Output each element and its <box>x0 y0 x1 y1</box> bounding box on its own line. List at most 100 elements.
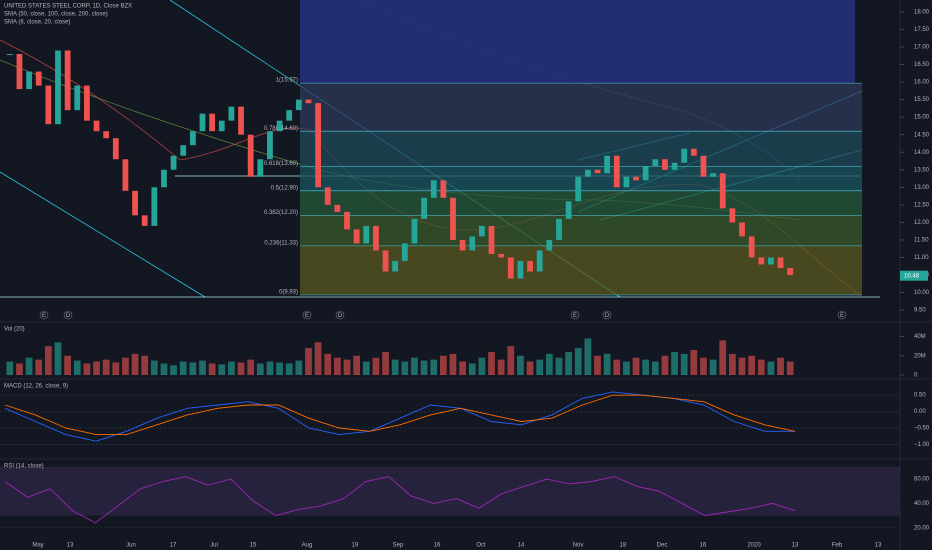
volume-bar <box>468 363 476 375</box>
volume-bar <box>64 355 71 375</box>
candle-body <box>16 54 23 90</box>
volume-bar <box>122 357 129 375</box>
candle-body <box>584 169 591 177</box>
candle-body <box>536 250 543 272</box>
volume-bar <box>584 338 592 375</box>
y-tick-label: 15.00 <box>914 115 930 121</box>
candle-body <box>170 155 177 170</box>
volume-bar <box>767 361 775 375</box>
candle-body <box>267 131 273 160</box>
candle-body <box>64 50 71 111</box>
y-tick-label: 13.50 <box>914 167 930 173</box>
volume-bar <box>141 355 149 375</box>
volume-bar <box>170 365 177 375</box>
candle-body <box>671 162 678 170</box>
y-tick-label: 60.00 <box>914 477 930 483</box>
y-tick-label: 16.50 <box>914 62 930 68</box>
candle-body <box>84 85 90 121</box>
candle-body <box>758 257 765 265</box>
event-marker <box>302 310 312 320</box>
volume-bar <box>574 348 582 375</box>
x-tick-label: Jun <box>126 543 136 549</box>
y-tick-label: 14.00 <box>914 150 930 156</box>
y-tick-label: 18.00 <box>914 10 930 16</box>
x-tick-label: 16 <box>700 543 707 549</box>
candle-body <box>613 155 620 188</box>
fib-label: 0.5(12.90) <box>271 185 298 191</box>
pane-label: RSI (14, close) <box>4 464 44 470</box>
x-tick-label: 13 <box>67 543 74 549</box>
volume-bar <box>6 361 14 375</box>
x-tick-label: May <box>32 543 43 549</box>
candle-body <box>238 106 244 135</box>
volume-bar <box>54 342 62 375</box>
volume-bar <box>680 353 688 375</box>
volume-bar <box>497 359 505 375</box>
candle-body <box>498 253 505 258</box>
volume-bar <box>748 355 756 375</box>
volume-bar <box>102 359 110 375</box>
volume-bar <box>430 359 438 375</box>
volume-bar <box>545 353 553 375</box>
candle-body <box>719 173 726 209</box>
indicator-line <box>4 476 796 524</box>
candle-body <box>209 113 216 132</box>
candle-body <box>103 131 110 139</box>
volume-bar <box>189 362 197 375</box>
x-tick-label: 13 <box>875 543 882 549</box>
candle-body <box>247 134 254 177</box>
event-label: D <box>338 313 343 319</box>
volume-bar <box>420 360 428 375</box>
volume-bar <box>16 363 23 375</box>
volume-bar <box>73 360 81 375</box>
volume-bar <box>237 362 245 375</box>
event-marker <box>63 310 73 320</box>
y-tick-label: 13.00 <box>914 185 930 191</box>
fib-label: 1(15.97) <box>276 78 298 84</box>
candle-body <box>382 250 389 272</box>
y-tick-label: 10.00 <box>914 290 930 296</box>
candle-body <box>748 236 755 258</box>
y-tick-label: 11.50 <box>914 237 929 243</box>
y-tick-label: 12.00 <box>914 220 930 226</box>
volume-bar <box>343 359 351 375</box>
y-tick-label: 17.50 <box>914 27 930 33</box>
candle-body <box>517 260 524 279</box>
volume-bar <box>651 361 659 375</box>
volume-bar <box>603 353 611 375</box>
x-tick-label: 13 <box>792 543 799 549</box>
candle-body <box>527 260 533 272</box>
volume-bar <box>507 346 515 375</box>
volume-bar <box>353 355 361 375</box>
candle-body <box>132 190 138 216</box>
volume-bar <box>150 360 158 375</box>
candle-body <box>777 257 784 268</box>
event-marker <box>335 310 345 320</box>
volume-bar <box>411 357 418 375</box>
volume-bar <box>478 357 486 375</box>
volume-bar <box>757 359 765 375</box>
volume-bar <box>391 359 399 375</box>
x-tick-label: 18 <box>620 543 627 549</box>
fib-zone <box>300 83 862 132</box>
volume-bar <box>613 359 621 375</box>
x-tick-label: 17 <box>170 543 177 549</box>
candle-body <box>430 180 437 198</box>
volume-bar <box>401 361 409 375</box>
candle-body <box>257 159 264 177</box>
candle-body <box>161 169 167 188</box>
volume-bar <box>93 361 100 375</box>
volume-bar <box>324 353 332 375</box>
candle-body <box>652 159 659 167</box>
candle-body <box>151 187 158 226</box>
chart-title: UNITED STATES STEEL CORP, 1D, Close BZX <box>4 4 132 10</box>
candle-body <box>662 159 668 170</box>
event-label: D <box>66 313 71 319</box>
y-tick-label: 9.50 <box>914 308 926 314</box>
y-tick-label: 11.00 <box>914 255 929 261</box>
y-tick-label: 12.50 <box>914 202 930 208</box>
volume-bar <box>719 340 727 375</box>
volume-bar <box>295 360 303 375</box>
candle-body <box>401 243 408 261</box>
